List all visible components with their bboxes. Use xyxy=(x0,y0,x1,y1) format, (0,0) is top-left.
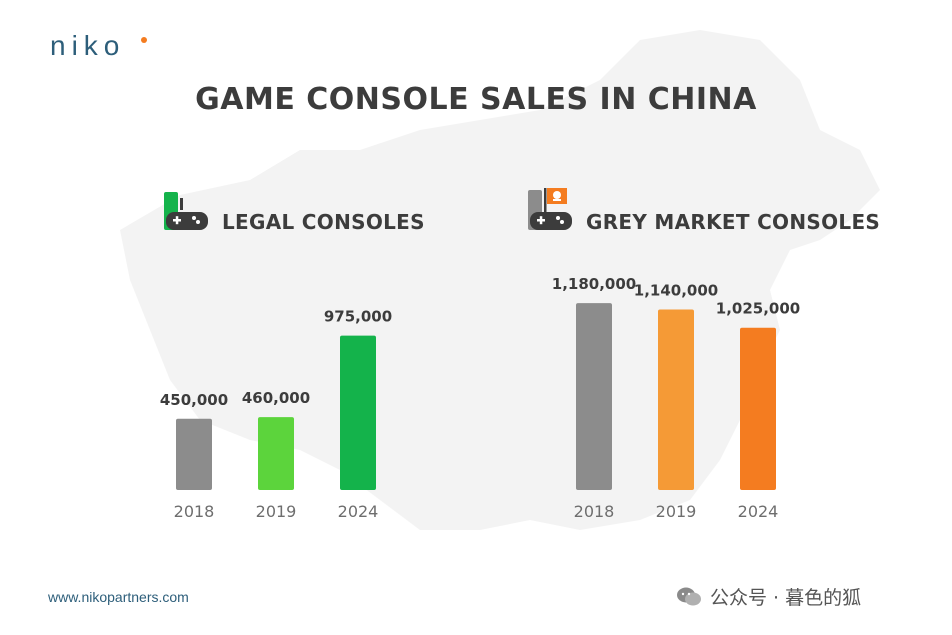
grey-tick-label-2018: 2018 xyxy=(574,502,615,521)
legal-consoles-title: LEGAL CONSOLES xyxy=(222,210,425,234)
grey-tick-label-2019: 2019 xyxy=(656,502,697,521)
page-title: GAME CONSOLE SALES IN CHINA xyxy=(195,82,757,117)
grey-bar-2024 xyxy=(740,327,776,490)
logo-dot-icon xyxy=(141,37,147,43)
game-controller-icon xyxy=(164,192,208,230)
grey-tick-label-2024: 2024 xyxy=(738,502,779,521)
chat-bubble-icon xyxy=(677,587,701,605)
legal-tick-label-2019: 2019 xyxy=(256,502,297,521)
legal-bar-2019 xyxy=(258,417,294,490)
legal-value-label-2018: 450,000 xyxy=(160,391,228,409)
legal-value-label-2019: 460,000 xyxy=(242,389,310,407)
grey-market-consoles-title: GREY MARKET CONSOLES xyxy=(586,210,881,234)
watermark-text: 公众号 · 暮色的狐 xyxy=(710,587,862,609)
legal-tick-label-2018: 2018 xyxy=(174,502,215,521)
legal-bar-2018 xyxy=(176,418,212,490)
legal-value-label-2024: 975,000 xyxy=(324,308,392,326)
legal-tick-label-2024: 2024 xyxy=(338,502,379,521)
watermark: 公众号 · 暮色的狐 xyxy=(676,583,861,610)
grey-market-consoles-chart: 1,180,000 2018 1,140,000 2019 1,025,000 2024 xyxy=(552,275,800,521)
grey-value-label-2019: 1,140,000 xyxy=(634,282,718,300)
legal-bar-2024 xyxy=(340,335,376,490)
niko-logo[interactable]: NIKO xyxy=(50,30,126,61)
pirate-flag-controller-icon xyxy=(528,188,572,230)
grey-value-label-2018: 1,180,000 xyxy=(552,275,636,293)
grey-bar-2018 xyxy=(576,303,612,490)
legal-consoles-chart: 450,000 2018 460,000 2019 975,000 2024 xyxy=(160,308,392,521)
grey-value-label-2024: 1,025,000 xyxy=(716,300,800,318)
grey-bar-2019 xyxy=(658,309,694,490)
footer-url-link[interactable]: www.nikopartners.com xyxy=(48,589,189,605)
